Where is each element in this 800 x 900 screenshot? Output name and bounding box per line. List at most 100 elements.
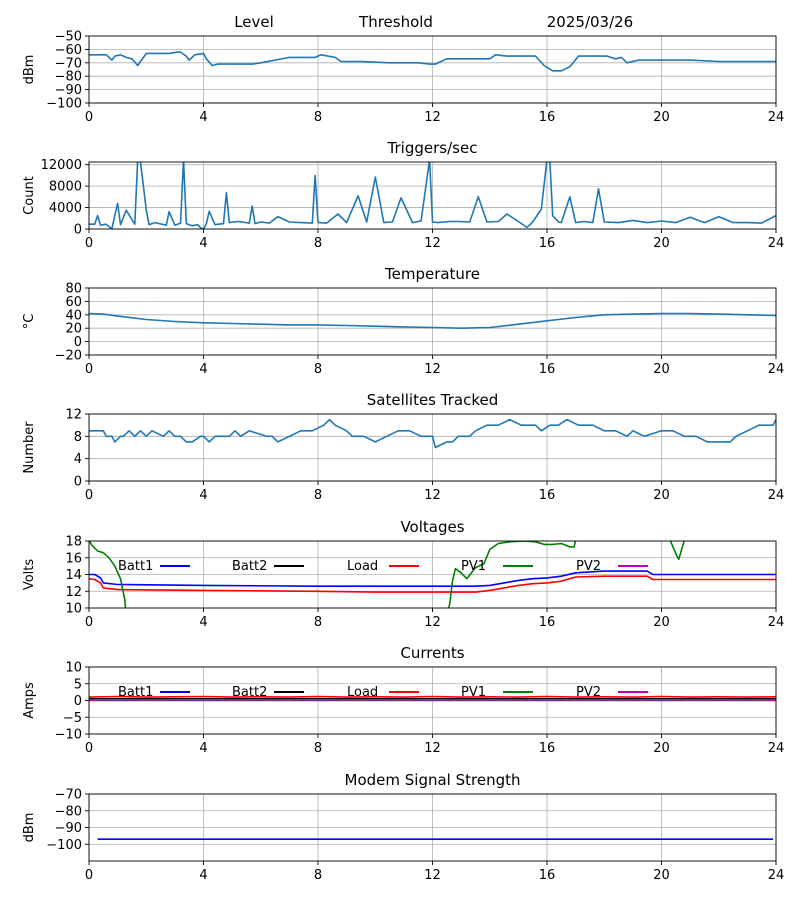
y-tick-label: −80: [55, 70, 82, 85]
legend-label-pv1: PV1: [461, 685, 486, 700]
legend-label-batt2: Batt2: [232, 685, 267, 700]
y-tick-label: 80: [65, 282, 82, 297]
y-tick-label: 12: [65, 585, 82, 600]
y-tick-label: 18: [65, 535, 82, 550]
x-tick-label: 16: [539, 236, 556, 251]
x-tick-label: 8: [314, 488, 322, 503]
y-axis-label: dBm: [22, 813, 37, 843]
x-tick-label: 4: [199, 868, 207, 883]
series-group: [89, 51, 776, 72]
x-tick-label: 20: [653, 110, 670, 125]
y-axis-label: °C: [22, 314, 37, 330]
x-tick-label: 20: [653, 362, 670, 377]
y-tick-label: 8000: [49, 180, 82, 195]
x-tick-label: 0: [85, 236, 93, 251]
header: Level Threshold 2025/03/26: [234, 13, 633, 31]
chart-modem: 0 4 8 12 16 20 24 −100 −90 −80−70 Modem Signal Str…: [22, 771, 784, 883]
series-line-load: [89, 575, 776, 593]
y-tick-label: 4: [74, 452, 82, 467]
legend-label-pv2: PV2: [576, 559, 601, 574]
series-line-batt1: [89, 570, 776, 588]
x-tick-label: 8: [314, 236, 322, 251]
legend: Batt1 Batt2 Load PV1 PV2: [118, 685, 648, 700]
chart-title: Temperature: [384, 265, 480, 283]
y-tick-label: 4000: [49, 201, 82, 216]
y-tick-label: −100: [46, 838, 82, 853]
y-tick-label: 5: [74, 677, 82, 692]
series-line-0: [89, 418, 776, 449]
x-tick-label: 0: [85, 741, 93, 756]
y-tick-label: −90: [55, 83, 82, 98]
series-line-pv1b: [447, 541, 577, 608]
x-tick-label: 0: [85, 110, 93, 125]
x-tick-label: 16: [539, 488, 556, 503]
x-tick-label: 0: [85, 362, 93, 377]
x-tick-label: 8: [314, 741, 322, 756]
x-tick-label: 12: [424, 362, 441, 377]
x-tick-label: 8: [314, 615, 322, 630]
x-tick-label: 8: [314, 868, 322, 883]
x-tick-label: 16: [539, 741, 556, 756]
y-tick-label: −10: [55, 728, 82, 743]
x-tick-label: 16: [539, 615, 556, 630]
chart-title: Triggers/sec: [387, 139, 478, 157]
chart-satellites: 0 4 8 12 16 20 24 0 4 8 12 Satellites Tracked Number: [22, 391, 784, 503]
legend-label-pv1: PV1: [461, 559, 486, 574]
x-tick-label: 12: [424, 741, 441, 756]
y-axis-label: Count: [22, 176, 37, 215]
chart-title: Voltages: [400, 518, 464, 536]
series-group: [89, 312, 776, 330]
x-tick-label: 0: [85, 868, 93, 883]
y-tick-label: −100: [46, 97, 82, 112]
y-tick-label: −70: [55, 56, 82, 71]
chart-level: 0 4 8 12 16 20 24 −100−90−80−70−60−50 dBm: [22, 30, 784, 126]
series-group: [89, 695, 776, 702]
legend: Batt1 Batt2 Load PV1 PV2: [118, 559, 648, 574]
x-tick-label: 12: [424, 236, 441, 251]
series-line-pv1c: [669, 541, 685, 561]
x-tick-label: 24: [768, 488, 785, 503]
x-tick-label: 8: [314, 110, 322, 125]
y-tick-label: 60: [65, 295, 82, 310]
x-tick-label: 8: [314, 362, 322, 377]
series-line-0: [89, 162, 776, 229]
y-tick-label: −90: [55, 821, 82, 836]
chart-title: Currents: [400, 644, 464, 662]
x-tick-label: 0: [85, 615, 93, 630]
y-tick-label: 0: [74, 694, 82, 709]
y-tick-label: 16: [65, 551, 82, 566]
y-tick-label: 12000: [41, 158, 82, 173]
legend-label-batt1: Batt1: [118, 685, 153, 700]
series-group: [89, 541, 776, 608]
x-tick-label: 20: [653, 615, 670, 630]
header-threshold: Threshold: [358, 13, 433, 31]
legend-label-pv2: PV2: [576, 685, 601, 700]
y-axis-label: dBm: [22, 55, 37, 85]
x-tick-label: 4: [199, 488, 207, 503]
x-tick-label: 20: [653, 868, 670, 883]
y-tick-label: −60: [55, 43, 82, 58]
x-tick-label: 24: [768, 741, 785, 756]
x-tick-label: 0: [85, 488, 93, 503]
x-tick-label: 16: [539, 110, 556, 125]
legend-label-batt1: Batt1: [118, 559, 153, 574]
legend-label-load: Load: [347, 685, 378, 700]
y-tick-label: −5: [63, 711, 82, 726]
y-tick-label: 10: [65, 602, 82, 617]
x-tick-label: 16: [539, 362, 556, 377]
chart-title: Satellites Tracked: [367, 391, 498, 409]
y-tick-label: −20: [55, 349, 82, 364]
y-tick-label: −70: [55, 788, 82, 803]
header-date: 2025/03/26: [547, 13, 633, 31]
series-group: [89, 162, 776, 229]
x-tick-label: 12: [424, 110, 441, 125]
x-tick-label: 24: [768, 110, 785, 125]
legend-label-load: Load: [347, 559, 378, 574]
x-tick-label: 24: [768, 615, 785, 630]
x-tick-label: 4: [199, 615, 207, 630]
